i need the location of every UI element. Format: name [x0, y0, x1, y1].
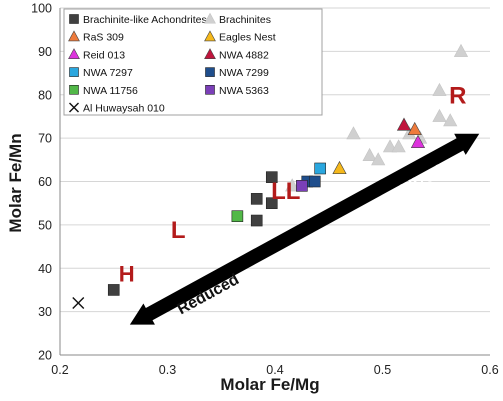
data-point-triangle — [346, 126, 361, 140]
legend-marker — [205, 67, 215, 77]
data-point-triangle — [432, 82, 447, 96]
legend-marker — [205, 85, 215, 95]
data-point-square — [231, 210, 244, 222]
data-point-triangle — [443, 113, 458, 127]
data-point-triangle — [407, 121, 422, 135]
data-point-triangle — [391, 139, 406, 153]
y-tick-label: 70 — [38, 132, 52, 146]
legend-label: Brachinites — [219, 14, 271, 26]
zone-label: L — [171, 217, 186, 244]
legend-label: NWA 7297 — [83, 67, 133, 79]
zone-label: H — [119, 261, 135, 286]
legend-marker — [204, 12, 216, 24]
y-tick-label: 30 — [38, 305, 52, 319]
y-tick-label: 100 — [31, 2, 52, 16]
zone-label: LL — [271, 178, 300, 205]
x-tick-label: 0.2 — [51, 363, 68, 377]
legend-label: NWA 5363 — [219, 85, 269, 97]
x-tick-label: 0.4 — [266, 363, 283, 377]
x-tick-label: 0.3 — [159, 363, 176, 377]
legend-label: Reid 013 — [83, 49, 125, 61]
legend-marker — [69, 67, 79, 77]
data-point-triangle — [332, 160, 347, 174]
legend-label: Brachinite-like Achondrites — [83, 14, 207, 26]
data-point-square — [314, 162, 326, 175]
legend-marker — [68, 30, 80, 42]
x-tick-label: 0.5 — [374, 363, 391, 377]
x-tick-label: 0.6 — [481, 363, 498, 377]
data-point-triangle — [453, 43, 469, 57]
x-axis-title: Molar Fe/Mg — [220, 375, 319, 394]
axes — [59, 8, 490, 356]
y-tick-label: 20 — [38, 349, 52, 363]
legend-label: NWA 11756 — [83, 85, 138, 97]
data-point-triangle — [362, 147, 377, 161]
data-point-triangle — [410, 134, 426, 148]
y-tick-label: 60 — [38, 175, 52, 189]
legend-label: RaS 309 — [83, 32, 124, 44]
legend-label: NWA 4882 — [219, 49, 269, 61]
legend-box — [63, 8, 323, 116]
data-point-triangle — [432, 108, 447, 122]
y-tick-label: 40 — [38, 262, 52, 276]
data-point-triangle — [382, 139, 398, 153]
legend-marker — [68, 48, 80, 59]
tick-labels: 20 30 40 50 60 70 80 90 100 0.2 0.3 0.4 0.5 0.6 — [31, 2, 499, 378]
data-point-triangle — [285, 178, 300, 192]
y-tick-label: 50 — [38, 218, 52, 232]
legend-marker — [69, 85, 79, 95]
y-tick-label: 80 — [38, 88, 52, 102]
data-point-square — [308, 175, 321, 188]
data-point-x — [72, 296, 85, 309]
data-point-square — [265, 197, 278, 209]
x-mark-stroke — [69, 102, 79, 113]
legend-marker — [69, 102, 79, 113]
data-point-triangle — [396, 117, 412, 131]
y-tick-label: 90 — [38, 45, 52, 59]
data-point-square — [296, 180, 308, 192]
legend: Brachinite-like Achondrites Brachinites Ra… — [63, 8, 323, 116]
data-point-square — [265, 171, 278, 183]
legend-label: Eagles Nest — [219, 32, 276, 44]
legend-marker — [69, 14, 79, 24]
zone-label: R — [449, 82, 466, 109]
double-arrow-shape — [129, 133, 480, 325]
x-mark-stroke — [72, 296, 85, 309]
data-points — [72, 43, 469, 309]
arrow-body — [129, 133, 480, 325]
data-point-triangle — [371, 152, 386, 166]
legend-label: NWA 7299 — [219, 67, 269, 79]
legend-marker — [204, 30, 216, 42]
legend-marker — [204, 48, 216, 59]
legend-label: Al Huwaysah 010 — [83, 103, 165, 115]
data-point-square — [250, 193, 263, 205]
data-point-square — [107, 284, 120, 296]
y-axis-title: Molar Fe/Mn — [6, 133, 25, 232]
data-point-square — [250, 214, 263, 227]
